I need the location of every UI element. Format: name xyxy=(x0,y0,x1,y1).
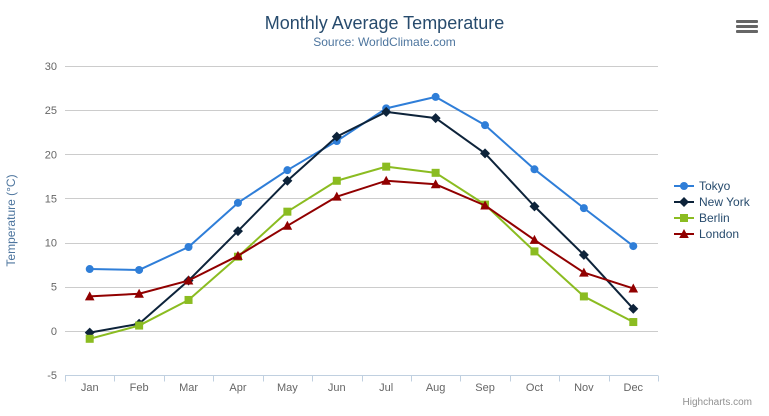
data-point-new-york-dec[interactable] xyxy=(628,303,639,314)
x-tick-label: Jul xyxy=(379,382,393,394)
legend-label: New York xyxy=(699,195,750,209)
x-tick-label: Dec xyxy=(624,382,644,394)
x-tick-label: Aug xyxy=(426,382,446,394)
series-tokyo[interactable] xyxy=(85,92,638,274)
y-tick-label: 30 xyxy=(45,61,57,73)
y-axis-labels: -5 0 5 10 15 20 25 30 xyxy=(45,61,57,382)
y-tick-label: -5 xyxy=(47,370,57,382)
x-tick-label: Apr xyxy=(229,382,246,394)
legend-item-tokyo[interactable]: Tokyo xyxy=(674,178,750,194)
data-point-new-york-sep[interactable] xyxy=(480,148,491,159)
data-point-berlin-jun[interactable] xyxy=(332,176,341,185)
chart-subtitle: Source: WorldClimate.com xyxy=(313,35,456,49)
data-point-tokyo-jan[interactable] xyxy=(85,265,94,274)
data-point-london-mar[interactable] xyxy=(183,275,194,285)
y-grid xyxy=(65,66,658,332)
legend-item-berlin[interactable]: Berlin xyxy=(674,210,750,226)
data-point-london-jan[interactable] xyxy=(84,291,95,301)
credits-link[interactable]: Highcharts.com xyxy=(682,397,752,408)
legend: Tokyo New York Berlin London xyxy=(674,178,750,242)
series-new-york[interactable] xyxy=(84,106,639,338)
y-tick-label: 15 xyxy=(45,193,57,205)
data-point-new-york-aug[interactable] xyxy=(430,113,441,124)
data-point-london-oct[interactable] xyxy=(529,234,540,244)
data-point-tokyo-nov[interactable] xyxy=(579,204,588,213)
data-point-berlin-oct[interactable] xyxy=(530,247,539,256)
data-point-tokyo-feb[interactable] xyxy=(135,265,144,274)
data-point-tokyo-mar[interactable] xyxy=(184,242,193,251)
data-point-tokyo-dec[interactable] xyxy=(629,242,638,251)
y-tick-label: 5 xyxy=(51,282,57,294)
data-point-berlin-jan[interactable] xyxy=(85,334,94,343)
series-london[interactable] xyxy=(84,175,639,301)
data-point-tokyo-apr[interactable] xyxy=(233,198,242,207)
data-point-london-may[interactable] xyxy=(282,220,293,230)
series-line-london[interactable] xyxy=(88,179,635,298)
data-point-tokyo-aug[interactable] xyxy=(431,92,440,101)
data-point-new-york-apr[interactable] xyxy=(232,226,243,237)
x-tick-label: Nov xyxy=(574,382,594,394)
legend-marker-shape[interactable] xyxy=(680,182,688,190)
data-point-new-york-jun[interactable] xyxy=(331,131,342,142)
x-tick-label: Feb xyxy=(130,382,149,394)
data-point-new-york-oct[interactable] xyxy=(529,201,540,212)
legend-marker-triangle-icon xyxy=(674,229,694,238)
series-line-berlin[interactable] xyxy=(88,165,635,340)
legend-label: Berlin xyxy=(699,211,730,225)
data-point-tokyo-sep[interactable] xyxy=(481,121,490,130)
y-tick-label: 25 xyxy=(45,105,57,117)
x-tick-label: Sep xyxy=(475,382,495,394)
hamburger-icon xyxy=(735,20,759,33)
data-point-london-jul[interactable] xyxy=(381,175,392,185)
data-point-london-aug[interactable] xyxy=(430,179,441,189)
y-tick-label: 20 xyxy=(45,149,57,161)
legend-marker-diamond-icon xyxy=(674,197,694,207)
data-point-berlin-aug[interactable] xyxy=(431,168,440,177)
data-point-london-sep[interactable] xyxy=(480,200,490,210)
y-axis-title: Temperature (°C) xyxy=(4,174,18,266)
data-point-london-apr[interactable] xyxy=(233,250,243,260)
x-tick-label: Jun xyxy=(328,382,346,394)
data-point-berlin-mar[interactable] xyxy=(184,295,193,304)
data-point-tokyo-oct[interactable] xyxy=(530,165,539,174)
chart-title: Monthly Average Temperature xyxy=(264,13,505,33)
data-point-tokyo-may[interactable] xyxy=(283,166,292,175)
legend-marker-shape[interactable] xyxy=(680,214,688,222)
data-point-new-york-nov[interactable] xyxy=(578,249,589,260)
legend-item-london[interactable]: London xyxy=(674,226,750,242)
x-tick-label: Jan xyxy=(81,382,99,394)
data-point-berlin-may[interactable] xyxy=(283,207,292,216)
y-tick-label: 10 xyxy=(45,238,57,250)
legend-marker-circle-icon xyxy=(674,182,694,190)
data-point-london-feb[interactable] xyxy=(134,288,144,298)
legend-label: London xyxy=(699,227,740,241)
series-line-new-york[interactable] xyxy=(88,110,635,334)
data-point-london-dec[interactable] xyxy=(628,283,639,293)
context-menu-button[interactable] xyxy=(735,20,759,36)
data-point-london-jun[interactable] xyxy=(331,191,342,201)
data-point-berlin-dec[interactable] xyxy=(629,318,638,327)
data-point-london-nov[interactable] xyxy=(579,267,589,277)
x-axis xyxy=(65,375,659,382)
legend-item-new-york[interactable]: New York xyxy=(674,194,750,210)
x-axis-labels: Jan Feb Mar Apr May Jun Jul Aug Sep Oct Nov Dec xyxy=(81,382,644,394)
data-point-berlin-jul[interactable] xyxy=(382,162,391,171)
data-point-berlin-nov[interactable] xyxy=(579,292,588,301)
data-point-berlin-feb[interactable] xyxy=(135,321,144,330)
x-tick-label: Mar xyxy=(179,382,198,394)
x-tick-label: Oct xyxy=(526,382,543,394)
y-tick-label: 0 xyxy=(51,326,57,338)
legend-marker-shape[interactable] xyxy=(679,229,689,238)
legend-label: Tokyo xyxy=(699,179,731,193)
data-point-new-york-may[interactable] xyxy=(282,175,293,186)
legend-marker-square-icon xyxy=(674,214,694,222)
data-point-new-york-jul[interactable] xyxy=(381,106,392,117)
legend-marker-shape[interactable] xyxy=(679,197,689,207)
x-tick-label: May xyxy=(277,382,298,394)
